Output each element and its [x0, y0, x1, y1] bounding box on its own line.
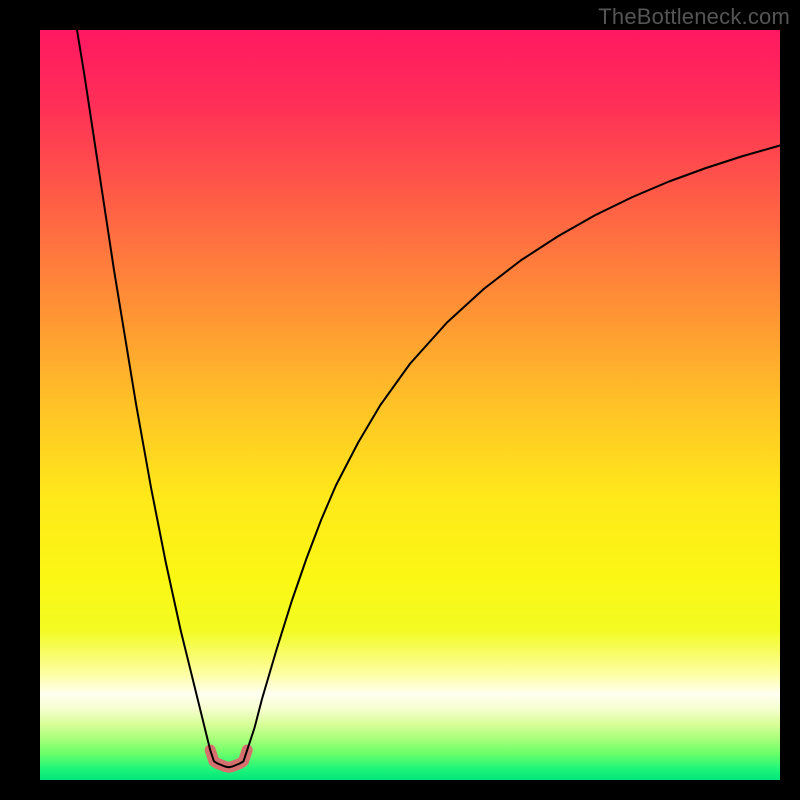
bottleneck-chart [0, 0, 800, 800]
watermark-text: TheBottleneck.com [598, 4, 790, 30]
plot-background [40, 30, 780, 780]
